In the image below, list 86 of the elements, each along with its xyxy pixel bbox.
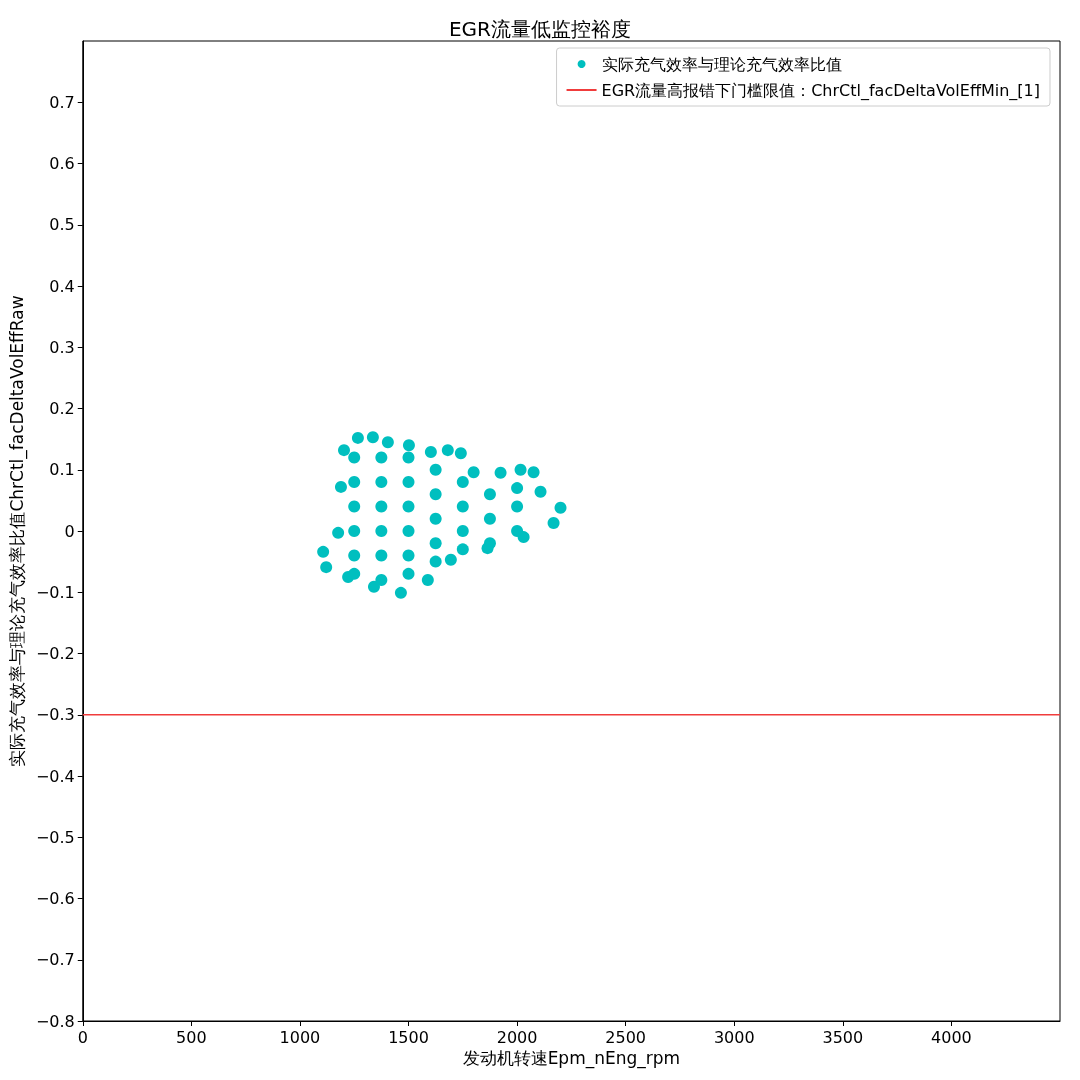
point [332, 526, 345, 539]
point [402, 549, 415, 562]
point [441, 444, 454, 457]
point [367, 580, 380, 593]
y-tick-label: 0.4 [49, 276, 75, 296]
point [348, 567, 361, 580]
y-tick-label: 0 [64, 521, 75, 541]
x-tick-label: 2500 [605, 1027, 647, 1047]
point [381, 436, 394, 449]
point [317, 545, 330, 558]
x-tick-label: 3000 [713, 1027, 755, 1047]
y-tick-label: −0.3 [35, 705, 75, 725]
point [348, 500, 361, 513]
legend-label: 实际充气效率与理论充气效率比值 [601, 54, 842, 74]
point [375, 525, 388, 537]
point [456, 500, 469, 513]
x-axis-title: 发动机转速Epm_nEng_rpm [462, 1048, 681, 1070]
point [402, 476, 415, 488]
x-tick-label: 500 [176, 1027, 207, 1047]
point [402, 451, 415, 464]
x-tick-label: 4000 [931, 1027, 972, 1047]
point [348, 549, 361, 562]
y-tick-label: −0.4 [35, 766, 75, 786]
y-tick-label: 0.5 [49, 215, 75, 235]
legend-label: EGR流量高报错下门槛限值：ChrCtl_facDeltaVolEffMin_[1] [601, 80, 1040, 101]
y-tick-label: 0.1 [49, 460, 75, 480]
point [351, 431, 364, 444]
point [429, 463, 442, 476]
x-tick-label: 2000 [496, 1027, 538, 1047]
y-tick-label: −0.2 [35, 644, 75, 663]
point [456, 543, 469, 556]
y-tick-label: −0.7 [35, 950, 75, 970]
y-tick-label: 0.2 [49, 399, 75, 418]
point [429, 555, 442, 568]
point [547, 517, 560, 530]
point [429, 537, 442, 550]
point [348, 525, 361, 537]
point [375, 451, 388, 464]
point [534, 485, 547, 498]
point [348, 451, 361, 464]
point [375, 476, 388, 488]
point [348, 476, 361, 488]
y-tick-label: −0.1 [35, 582, 75, 602]
point [375, 500, 388, 513]
point [402, 525, 415, 537]
point [456, 476, 469, 488]
point [527, 466, 540, 479]
y-tick-label: −0.6 [35, 889, 75, 908]
point [454, 447, 467, 460]
chart-title: EGR流量低监控裕度 [448, 17, 632, 41]
point [429, 512, 442, 525]
point [514, 463, 527, 476]
point [375, 574, 388, 586]
point [483, 488, 496, 501]
point [483, 537, 496, 550]
x-tick-label: 1000 [279, 1027, 321, 1047]
point [483, 512, 496, 525]
point [421, 574, 434, 586]
point [511, 525, 524, 537]
point [456, 525, 469, 537]
point [402, 567, 415, 580]
point [494, 466, 507, 479]
point [334, 480, 347, 493]
x-tick-label: 3500 [822, 1027, 864, 1047]
x-tick-label: 0 [77, 1027, 88, 1047]
y-tick-label: −0.8 [35, 1011, 75, 1031]
point [402, 439, 415, 452]
point [424, 445, 437, 458]
y-tick-label: −0.5 [35, 827, 75, 847]
y-tick-label: 0.7 [49, 92, 75, 112]
point [394, 586, 407, 599]
y-tick-label: 0.3 [49, 337, 75, 357]
x-tick-label: 1500 [388, 1027, 429, 1047]
point [402, 500, 415, 513]
point [429, 488, 442, 501]
y-axis-title: 实际充气效率与理论充气效率比值ChrCtl_facDeltaVolEffRaw [6, 295, 28, 767]
point [444, 553, 457, 566]
point [511, 482, 524, 495]
point [511, 500, 524, 513]
point [366, 431, 379, 444]
point [338, 444, 350, 457]
y-tick-label: 0.6 [49, 154, 75, 173]
point [554, 501, 567, 514]
point [320, 561, 333, 574]
point [467, 466, 480, 479]
point [375, 549, 388, 562]
